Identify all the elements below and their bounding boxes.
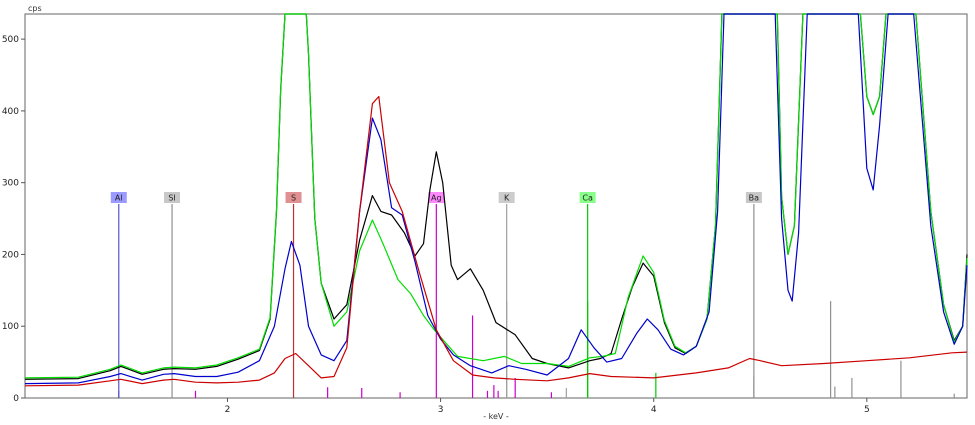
- y-unit-label: cps: [28, 4, 42, 13]
- spectrum-line: [24, 13, 968, 385]
- element-tag-label: Ag: [431, 194, 442, 203]
- element-tag[interactable]: [498, 192, 515, 203]
- element-tag[interactable]: [745, 192, 762, 203]
- x-tick-label: 2: [225, 405, 231, 415]
- element-tag-label: K: [504, 194, 510, 203]
- y-tick-label: 200: [2, 250, 19, 260]
- y-tick-label: 0: [13, 394, 19, 404]
- plot-frame: [24, 13, 968, 399]
- y-tick-label: 500: [2, 35, 19, 45]
- element-markers: Al SI S Ag K Ca Ba: [110, 192, 762, 398]
- x-tick-label: 4: [651, 405, 657, 415]
- element-tag-label: S: [291, 194, 296, 203]
- spectrum-line: [24, 95, 968, 387]
- y-tick-label: 100: [2, 322, 19, 332]
- y-tick-label: 300: [2, 179, 19, 189]
- axis-ticks: 0 100 200 300 400 500 2 3 4 5: [2, 35, 870, 415]
- element-tag-label: SI: [168, 194, 175, 203]
- x-unit-label: - keV -: [483, 412, 509, 421]
- y-tick-label: 400: [2, 107, 19, 117]
- element-tag-label: Ca: [582, 194, 593, 203]
- element-tag-label: Al: [115, 194, 123, 203]
- x-tick-label: 5: [864, 405, 870, 415]
- element-tag[interactable]: [428, 192, 445, 203]
- element-tag[interactable]: [164, 192, 181, 203]
- spectrum-series: [24, 13, 968, 387]
- element-tag[interactable]: [285, 192, 302, 203]
- element-tag[interactable]: [110, 192, 127, 203]
- element-tag-label: Ba: [749, 194, 759, 203]
- x-tick-label: 3: [438, 405, 444, 415]
- element-tag[interactable]: [579, 192, 596, 203]
